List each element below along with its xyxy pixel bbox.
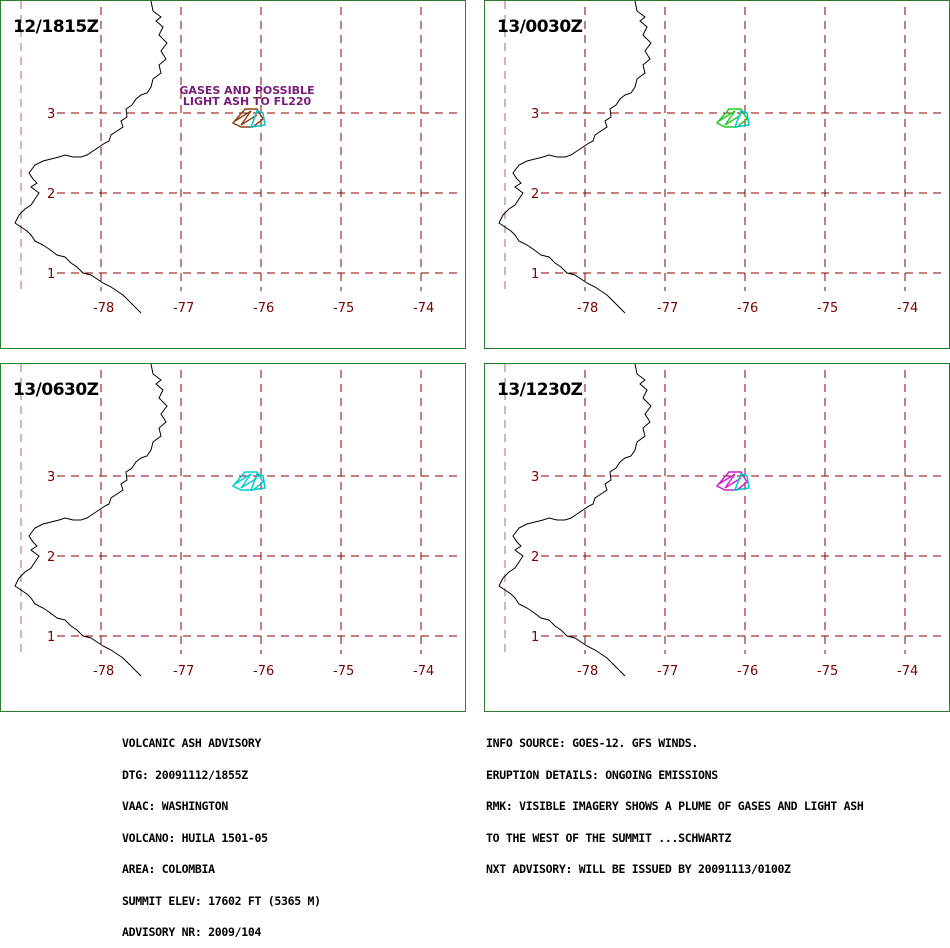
coastline (14, 1, 168, 314)
latitude-tick-label: 3 (47, 107, 55, 122)
summit-marker (249, 473, 266, 491)
map-panel-4: -78 -77 -76 -75 -74 3 2 1 13/1230Z (484, 363, 950, 712)
advisory-line: TO THE WEST OF THE SUMMIT ...SCHWARTZ (486, 830, 732, 845)
latitude-tick-label: 2 (531, 550, 539, 565)
longitude-tick-label: -75 (333, 664, 354, 679)
advisory-line: ERUPTION DETAILS: ONGOING EMISSIONS (486, 767, 718, 782)
map-canvas: -78 -77 -76 -75 -74 3 2 1 (498, 364, 947, 679)
latitude-tick-label: 2 (47, 550, 55, 565)
ash-plume-hatch (234, 473, 258, 489)
longitude-tick-label: -78 (577, 301, 598, 316)
longitude-tick-label: -75 (817, 301, 838, 316)
longitude-tick-label: -77 (173, 664, 194, 679)
map-canvas: -78 -77 -76 -75 -74 3 2 1 (498, 1, 947, 316)
forecast-time-label: 12/1815Z (13, 17, 99, 37)
longitude-tick-label: -76 (253, 664, 274, 679)
longitude-tick-label: -78 (93, 301, 114, 316)
latitude-tick-label: 1 (531, 267, 539, 282)
map-canvas: -78 -77 -76 -75 -74 3 2 1 (14, 1, 463, 316)
advisory-line: VOLCANO: HUILA 1501-05 (122, 830, 268, 845)
ash-plume-polygon (231, 471, 264, 491)
latitude-tick-label: 3 (531, 470, 539, 485)
latitude-tick-label: 3 (47, 470, 55, 485)
forecast-time-label: 13/0630Z (13, 380, 99, 400)
latitude-tick-label: 2 (531, 187, 539, 202)
longitude-tick-label: -77 (173, 301, 194, 316)
map-panel-2: -78 -77 -76 -75 -74 3 2 1 13/0030Z (484, 0, 950, 349)
longitude-tick-label: -74 (413, 301, 434, 316)
longitude-tick-label: -76 (737, 664, 758, 679)
latitude-tick-label: 2 (47, 187, 55, 202)
longitude-tick-label: -76 (737, 301, 758, 316)
advisory-line: VOLCANIC ASH ADVISORY (122, 736, 262, 750)
advisory-right-block: INFO SOURCE: GOES-12. GFS WINDS. ERUPTIO… (486, 717, 864, 885)
coastline (498, 364, 652, 677)
summit-marker (249, 110, 266, 128)
advisory-left-block: VOLCANIC ASH ADVISORY DTG: 20091112/1855… (122, 717, 321, 948)
longitude-tick-label: -75 (817, 664, 838, 679)
longitude-tick-label: -74 (897, 301, 918, 316)
longitude-tick-label: -74 (897, 664, 918, 679)
plume-annotation: GASES AND POSSIBLE LIGHT ASH TO FL220 (167, 85, 327, 107)
advisory-line: NXT ADVISORY: WILL BE ISSUED BY 20091113… (486, 862, 791, 876)
latitude-tick-label: 1 (47, 630, 55, 645)
ash-plume-hatch (718, 110, 742, 126)
advisory-line: INFO SOURCE: GOES-12. GFS WINDS. (486, 736, 698, 750)
latitude-tick-label: 1 (531, 630, 539, 645)
longitude-tick-label: -75 (333, 301, 354, 316)
advisory-line: ADVISORY NR: 2009/104 (122, 925, 262, 939)
coastline (498, 1, 652, 314)
longitude-tick-label: -74 (413, 664, 434, 679)
summit-marker (733, 473, 750, 491)
ash-plume-polygon (231, 108, 264, 128)
plume-annotation-line-2: LIGHT ASH TO FL220 (182, 95, 312, 108)
longitude-tick-label: -76 (253, 301, 274, 316)
longitude-tick-label: -78 (577, 664, 598, 679)
advisory-line: RMK: VISIBLE IMAGERY SHOWS A PLUME OF GA… (486, 799, 864, 813)
ash-plume-hatch (234, 110, 258, 126)
longitude-tick-label: -78 (93, 664, 114, 679)
summit-marker (733, 110, 750, 128)
forecast-time-label: 13/0030Z (497, 17, 583, 37)
longitude-tick-label: -77 (657, 664, 678, 679)
advisory-line: AREA: COLOMBIA (122, 862, 215, 876)
advisory-line: VAAC: WASHINGTON (122, 799, 228, 813)
plume-annotation-line-1: GASES AND POSSIBLE (179, 84, 315, 97)
latitude-tick-label: 3 (531, 107, 539, 122)
map-panel-3: -78 -77 -76 -75 -74 3 2 1 13/0630Z (0, 363, 466, 712)
map-panel-1: -78 -77 -76 -75 -74 3 2 1 12/1815Z GASES AND PO… (0, 0, 466, 349)
advisory-line: DTG: 20091112/1855Z (122, 767, 248, 782)
map-canvas: -78 -77 -76 -75 -74 3 2 1 (14, 364, 463, 679)
advisory-line: SUMMIT ELEV: 17602 FT (5365 M) (122, 893, 321, 908)
ash-plume-polygon (715, 471, 748, 491)
longitude-tick-label: -77 (657, 301, 678, 316)
forecast-time-label: 13/1230Z (497, 380, 583, 400)
ash-plume-hatch (718, 473, 742, 489)
coastline (14, 364, 168, 677)
latitude-tick-label: 1 (47, 267, 55, 282)
ash-plume-polygon (715, 108, 748, 128)
